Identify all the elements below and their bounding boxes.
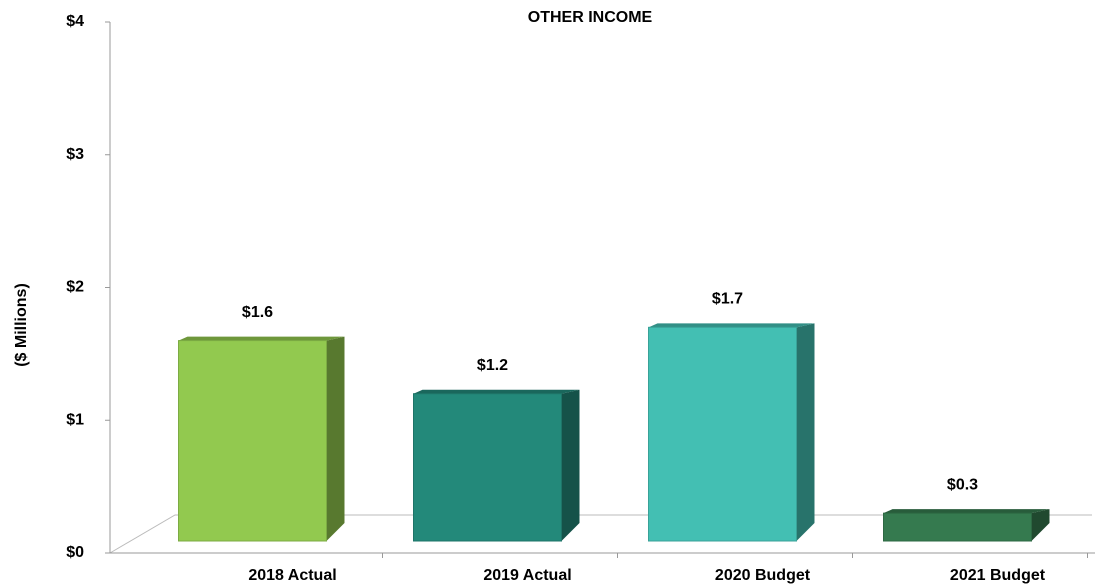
bar bbox=[178, 340, 327, 542]
value-label: $0.3 bbox=[947, 476, 978, 493]
bar-side bbox=[326, 336, 345, 541]
x-tick-label: 2019 Actual bbox=[483, 567, 571, 584]
y-tick-label: $1 bbox=[66, 411, 84, 428]
y-tick-label: $4 bbox=[66, 13, 84, 30]
bar bbox=[413, 393, 562, 542]
bar bbox=[883, 512, 1032, 542]
bar-side bbox=[561, 389, 580, 541]
y-axis-label: ($ Millions) bbox=[13, 283, 30, 367]
value-label: $1.2 bbox=[477, 357, 508, 374]
x-tick-label: 2020 Budget bbox=[715, 567, 811, 584]
bar-top bbox=[648, 323, 815, 328]
bar-side bbox=[796, 323, 815, 541]
bar-top bbox=[178, 336, 345, 341]
chart-title: OTHER INCOME bbox=[528, 9, 653, 26]
bar-top bbox=[413, 389, 580, 394]
y-tick-label: $0 bbox=[66, 544, 84, 561]
bar-side bbox=[1031, 509, 1050, 541]
bar bbox=[648, 326, 797, 542]
y-tick-label: $3 bbox=[66, 146, 84, 163]
value-label: $1.7 bbox=[712, 291, 743, 308]
x-tick-label: 2021 Budget bbox=[950, 567, 1046, 584]
y-tick-label: $2 bbox=[66, 279, 84, 296]
bar-top bbox=[883, 509, 1050, 514]
value-label: $1.6 bbox=[242, 304, 273, 321]
x-tick-label: 2018 Actual bbox=[248, 567, 336, 584]
